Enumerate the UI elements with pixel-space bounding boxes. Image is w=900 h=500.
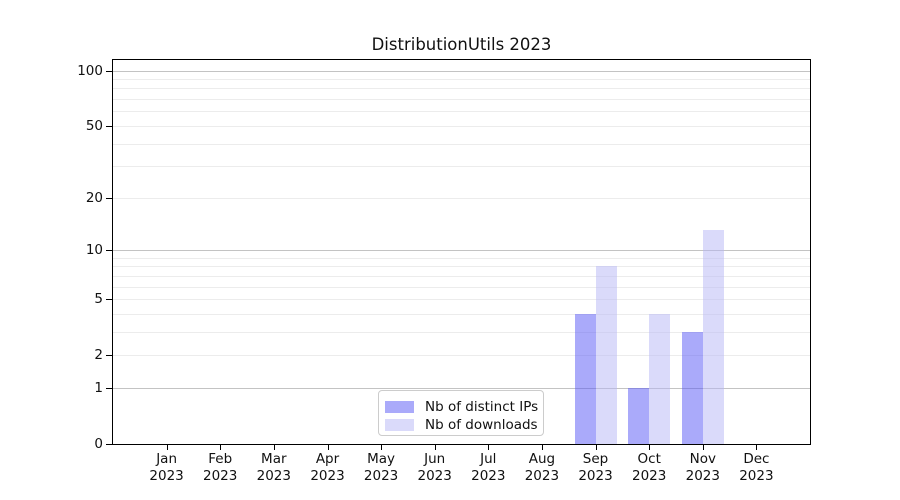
x-tick: [595, 445, 597, 450]
chart-title: DistributionUtils 2023: [371, 35, 552, 54]
y-tick-label: 1: [94, 379, 103, 396]
y-tick: [106, 197, 112, 199]
legend-label-distinct-ips: Nb of distinct IPs: [425, 399, 539, 415]
y-tick-label: 100: [77, 62, 103, 79]
x-tick-label: Apr 2023: [310, 451, 345, 484]
y-tick-label: 10: [85, 241, 103, 258]
y-tick-label: 50: [85, 117, 103, 134]
gridline-minor: [113, 275, 810, 277]
y-tick-label: 20: [85, 189, 103, 206]
gridline-minor: [113, 313, 810, 315]
gridline-minor: [113, 166, 810, 168]
y-tick: [106, 70, 112, 72]
gridline-minor: [113, 125, 810, 127]
y-tick-label: 2: [94, 347, 103, 364]
x-tick: [649, 445, 651, 450]
legend: Nb of distinct IPs Nb of downloads: [378, 390, 544, 436]
x-tick: [756, 445, 758, 450]
legend-item-distinct-ips: Nb of distinct IPs: [385, 398, 543, 416]
x-tick-label: Mar 2023: [256, 451, 291, 484]
x-tick-label: Aug 2023: [524, 451, 560, 484]
x-tick-label: Jul 2023: [471, 451, 506, 484]
gridline-minor: [113, 266, 810, 268]
y-tick: [106, 387, 112, 389]
x-tick-label: May 2023: [363, 451, 399, 484]
gridline-minor: [113, 257, 810, 259]
x-tick: [273, 445, 275, 450]
y-tick: [106, 444, 112, 445]
legend-label-downloads: Nb of downloads: [425, 417, 538, 433]
gridline-major: [113, 249, 810, 251]
gridline-minor: [113, 78, 810, 80]
legend-item-downloads: Nb of downloads: [385, 416, 543, 434]
gridline-minor: [113, 286, 810, 288]
bar-downloads-sep: [595, 266, 617, 444]
legend-swatch-distinct-ips: [385, 401, 414, 413]
y-tick-label: 5: [94, 291, 103, 307]
x-tick: [220, 445, 222, 450]
gridline-major: [113, 70, 810, 72]
bar-layer: [113, 60, 810, 444]
gridline-minor: [113, 355, 810, 357]
bar-downloads-oct: [649, 313, 671, 444]
x-tick: [702, 445, 704, 450]
x-tick-label: Sep 2023: [578, 451, 613, 484]
gridline-minor: [113, 299, 810, 300]
bar-downloads-nov: [702, 230, 724, 444]
y-tick-label: 0: [94, 436, 103, 452]
x-tick-label: Feb 2023: [203, 451, 238, 484]
x-tick: [488, 445, 490, 450]
gridline-minor: [113, 331, 810, 333]
legend-swatch-downloads: [385, 419, 414, 431]
x-tick-label: Oct 2023: [632, 451, 667, 484]
y-tick: [106, 299, 112, 300]
x-tick: [541, 445, 543, 450]
bar-distinct-ips-nov: [681, 331, 703, 444]
x-tick: [381, 445, 383, 450]
gridline-minor: [113, 111, 810, 113]
x-tick-label: Nov 2023: [685, 451, 720, 484]
x-tick: [166, 445, 168, 450]
y-tick: [106, 249, 112, 251]
bar-distinct-ips-sep: [574, 313, 596, 444]
gridline-major: [113, 387, 810, 389]
gridline-minor: [113, 143, 810, 145]
x-tick: [434, 445, 436, 450]
x-tick-label: Jun 2023: [417, 451, 452, 484]
gridline-minor: [113, 99, 810, 100]
gridline-minor: [113, 88, 810, 90]
y-tick: [106, 125, 112, 127]
y-tick: [106, 355, 112, 357]
x-tick-label: Dec 2023: [739, 451, 774, 484]
plot-area: [112, 59, 811, 445]
bar-distinct-ips-oct: [628, 387, 650, 444]
gridline-minor: [113, 197, 810, 199]
x-tick-label: Jan 2023: [149, 451, 184, 484]
grid-layer: [113, 60, 810, 444]
x-tick: [327, 445, 329, 450]
